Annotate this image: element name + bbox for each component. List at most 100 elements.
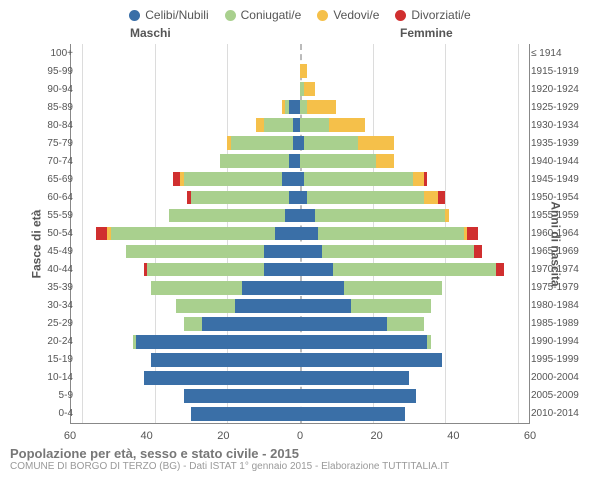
age-row: 50-541960-1964 — [71, 224, 529, 242]
segment — [307, 191, 423, 205]
birth-label: 2005-2009 — [531, 387, 589, 405]
age-label: 40-44 — [39, 261, 73, 279]
age-row: 40-441970-1974 — [71, 261, 529, 279]
segment — [184, 389, 300, 403]
segment — [173, 172, 180, 186]
birth-label: 1995-1999 — [531, 351, 589, 369]
x-axis-ticks: 6040200204060 — [70, 424, 530, 444]
bar-left — [220, 154, 300, 168]
segment — [289, 191, 300, 205]
bar-right — [300, 353, 442, 367]
bar-right — [300, 172, 427, 186]
birth-label: 1945-1949 — [531, 170, 589, 188]
bar-right — [300, 245, 482, 259]
segment — [300, 281, 344, 295]
age-label: 10-14 — [39, 369, 73, 387]
header-female: Femmine — [400, 26, 453, 40]
age-row: 60-641950-1954 — [71, 188, 529, 206]
age-label: 55-59 — [39, 206, 73, 224]
bar-right — [300, 64, 307, 78]
birth-label: 1930-1934 — [531, 116, 589, 134]
age-label: 100+ — [39, 44, 73, 62]
bar-left — [176, 299, 300, 313]
segment — [151, 353, 300, 367]
segment — [147, 263, 263, 277]
legend-label: Coniugati/e — [241, 8, 302, 22]
segment — [220, 154, 289, 168]
segment — [300, 299, 351, 313]
segment — [282, 172, 300, 186]
segment — [264, 118, 293, 132]
bar-right — [300, 136, 395, 150]
age-row: 25-291985-1989 — [71, 315, 529, 333]
bar-right — [300, 317, 424, 331]
birth-label: 2000-2004 — [531, 369, 589, 387]
segment — [438, 191, 445, 205]
segment — [304, 82, 315, 96]
column-headers: Maschi Femmine — [0, 26, 600, 42]
segment — [169, 209, 285, 223]
segment — [235, 299, 300, 313]
age-row: 55-591955-1959 — [71, 206, 529, 224]
bar-right — [300, 335, 431, 349]
bar-left — [133, 335, 300, 349]
birth-label: 1935-1939 — [531, 134, 589, 152]
birth-label: 1925-1929 — [531, 98, 589, 116]
age-label: 60-64 — [39, 188, 73, 206]
legend-swatch — [395, 10, 406, 21]
segment — [300, 389, 416, 403]
bar-right — [300, 389, 416, 403]
segment — [191, 191, 289, 205]
footer-title: Popolazione per età, sesso e stato civil… — [10, 446, 590, 461]
segment — [358, 136, 394, 150]
segment — [329, 118, 365, 132]
bar-right — [300, 154, 395, 168]
segment — [264, 245, 300, 259]
segment — [424, 172, 428, 186]
segment — [176, 299, 234, 313]
age-row: 0-42010-2014 — [71, 405, 529, 423]
age-label: 85-89 — [39, 98, 73, 116]
birth-label: 1955-1959 — [531, 206, 589, 224]
birth-label: ≤ 1914 — [531, 44, 589, 62]
x-tick: 40 — [141, 430, 153, 442]
segment — [344, 281, 442, 295]
bar-left — [187, 191, 300, 205]
segment — [289, 100, 300, 114]
age-row: 10-142000-2004 — [71, 369, 529, 387]
x-tick: 40 — [447, 430, 459, 442]
age-row: 85-891925-1929 — [71, 98, 529, 116]
bar-left — [227, 136, 300, 150]
footer: Popolazione per età, sesso e stato civil… — [0, 444, 600, 472]
age-row: 95-991915-1919 — [71, 62, 529, 80]
birth-label: 1915-1919 — [531, 62, 589, 80]
bar-right — [300, 100, 336, 114]
segment — [351, 299, 431, 313]
footer-subtitle: COMUNE DI BORGO DI TERZO (BG) - Dati IST… — [10, 461, 590, 472]
bar-left — [96, 227, 300, 241]
age-label: 90-94 — [39, 80, 73, 98]
legend-label: Celibi/Nubili — [145, 8, 208, 22]
segment — [191, 407, 300, 421]
segment — [256, 118, 263, 132]
age-label: 0-4 — [39, 405, 73, 423]
header-male: Maschi — [130, 26, 171, 40]
segment — [126, 245, 264, 259]
segment — [96, 227, 107, 241]
segment — [300, 317, 387, 331]
bar-right — [300, 281, 442, 295]
segment — [304, 136, 359, 150]
birth-label: 1985-1989 — [531, 315, 589, 333]
segment — [300, 371, 409, 385]
segment — [144, 371, 300, 385]
bar-left — [184, 389, 300, 403]
birth-label: 1940-1944 — [531, 152, 589, 170]
segment — [289, 154, 300, 168]
age-row: 90-941920-1924 — [71, 80, 529, 98]
legend: Celibi/NubiliConiugati/eVedovi/eDivorzia… — [0, 0, 600, 26]
bar-right — [300, 299, 431, 313]
age-label: 65-69 — [39, 170, 73, 188]
segment — [445, 209, 449, 223]
legend-item: Vedovi/e — [317, 8, 379, 22]
birth-label: 1960-1964 — [531, 224, 589, 242]
